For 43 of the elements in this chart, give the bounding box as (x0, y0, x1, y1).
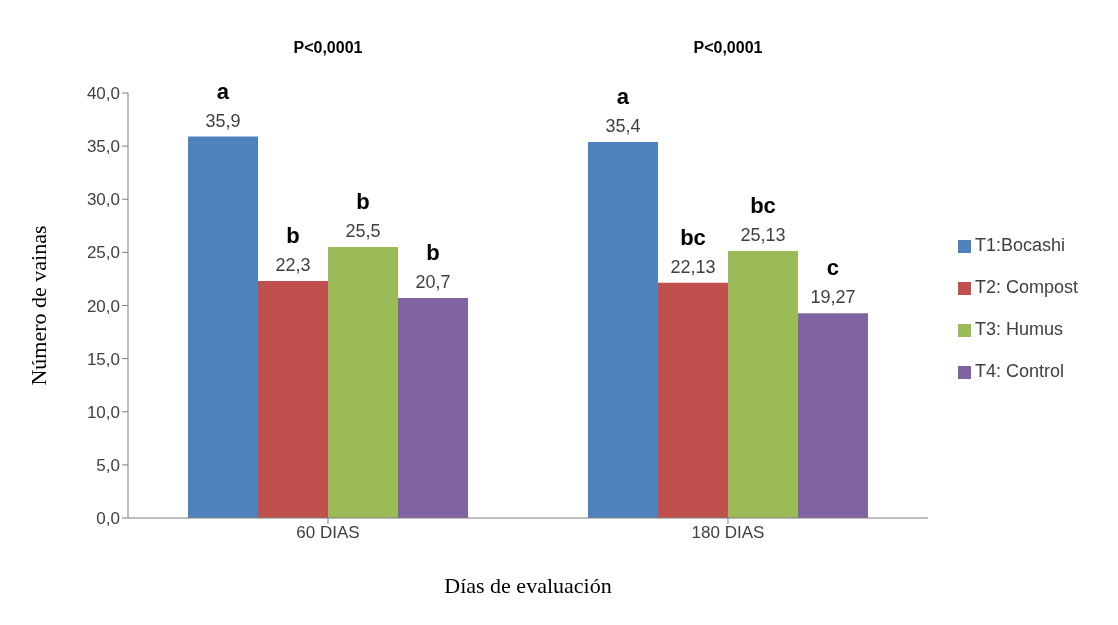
legend-label: T3: Humus (974, 319, 1063, 339)
y-tick-label: 20,0 (86, 296, 120, 316)
bar (587, 141, 658, 518)
y-tick-label: 15,0 (86, 349, 120, 369)
data-label: 19,27 (810, 287, 856, 308)
data-label: 20,7 (415, 272, 451, 293)
annotation: b (426, 240, 440, 266)
data-label: 35,9 (205, 110, 241, 131)
data-label: 35,4 (605, 115, 641, 136)
text: P<0,0001 (293, 39, 363, 56)
y-tick-label: 30,0 (86, 190, 120, 210)
y-tick-label: 10,0 (86, 402, 120, 422)
bar (797, 313, 868, 518)
annotation: c (826, 255, 840, 281)
data-label: 22,3 (275, 255, 311, 276)
annotation: b (356, 189, 370, 215)
legend-label: T1:Bocashi (974, 235, 1065, 255)
bar (657, 282, 728, 518)
bar (258, 281, 328, 518)
x-axis-title: Días de evaluación (444, 573, 612, 598)
data-label: 25,13 (740, 224, 786, 245)
annotation: a (616, 83, 630, 109)
bar (727, 250, 798, 518)
bar (188, 136, 258, 518)
data-label: 25,5 (345, 221, 381, 242)
bar (328, 247, 398, 518)
annotation: a (216, 78, 230, 104)
text: P<0,0001 (693, 39, 763, 56)
legend-label: T4: Control (974, 361, 1064, 381)
y-tick-label: 25,0 (86, 243, 120, 263)
x-tick-label: 60 DIAS (296, 523, 360, 543)
legend-label: T2: Compost (974, 277, 1078, 297)
annotation: bc (750, 192, 776, 218)
x-tick-label: 180 DIAS (691, 523, 765, 543)
y-tick-label: 35,0 (86, 137, 120, 157)
bar (398, 298, 468, 518)
data-label: 22,13 (670, 256, 716, 277)
y-axis-title: Número de vainas (25, 225, 51, 386)
y-tick-label: 5,0 (96, 455, 120, 475)
y-tick-label: 40,0 (86, 84, 120, 104)
annotation: b (286, 223, 300, 249)
annotation: bc (680, 224, 706, 250)
y-tick-label: 0,0 (96, 509, 120, 529)
